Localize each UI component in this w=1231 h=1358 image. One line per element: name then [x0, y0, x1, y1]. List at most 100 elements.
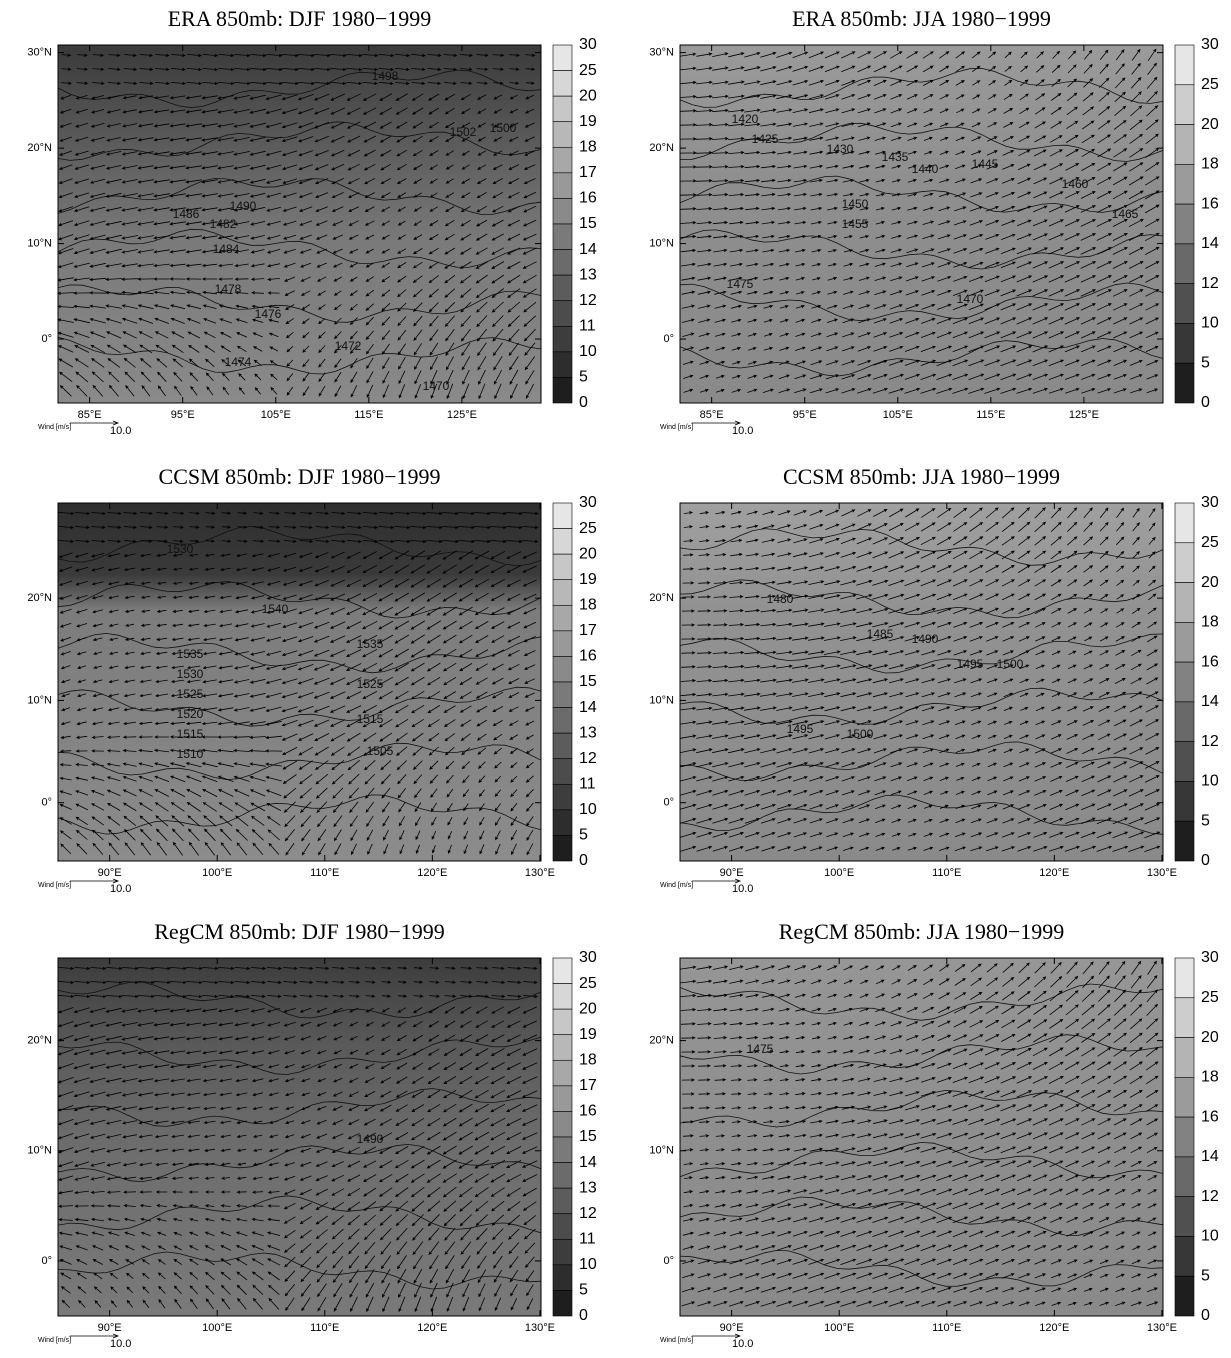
wind-arrow [509, 734, 519, 740]
wind-arrow [57, 1119, 74, 1126]
wind-arrow [414, 370, 422, 385]
wind-arrow [91, 371, 104, 383]
wind-arrow [219, 609, 232, 614]
wind-arrow [936, 579, 952, 587]
wind-arrow [857, 122, 871, 128]
wind-arrow [381, 248, 390, 254]
wind-arrow [522, 288, 537, 298]
wind-arrow [300, 1120, 311, 1125]
wind-arrow [156, 623, 167, 627]
wind-arrow [1112, 219, 1128, 227]
wind-arrow [365, 316, 374, 326]
wind-arrow [75, 829, 88, 840]
wind-arrow [969, 521, 984, 532]
wind-arrow [333, 1063, 343, 1069]
wind-arrow [1017, 1188, 1032, 1196]
wind-arrow [268, 1176, 280, 1181]
wind-arrow [298, 552, 313, 558]
wind-arrow [201, 235, 218, 240]
wind-arrow [378, 704, 393, 714]
wind-arrow [252, 1120, 263, 1125]
wind-arrow [809, 790, 824, 796]
wind-arrow [905, 1035, 919, 1041]
wind-arrow [93, 1286, 102, 1294]
wind-arrow [363, 121, 377, 129]
wind-arrow [330, 607, 346, 615]
wind-arrow [123, 815, 137, 827]
wind-arrow [138, 721, 153, 726]
wind-arrow [1000, 331, 1017, 339]
wind-arrow [381, 801, 390, 813]
wind-arrow [427, 1117, 441, 1127]
colorbar-label: 25 [1201, 534, 1219, 551]
wind-arrow [969, 206, 983, 212]
wind-arrow [827, 276, 838, 281]
wind-arrow [474, 1145, 490, 1155]
colorbar-label: 25 [579, 975, 597, 992]
wind-arrow [154, 81, 170, 85]
wind-arrow [986, 650, 999, 656]
wind-arrow [523, 636, 536, 643]
wind-arrow [365, 248, 374, 254]
x-tick-label: 125°E [1069, 409, 1099, 421]
wind-arrow [522, 274, 537, 284]
wind-arrow [121, 1008, 138, 1013]
wind-arrow [888, 1244, 905, 1252]
wind-arrow [492, 150, 503, 156]
wind-arrow [904, 1272, 921, 1279]
wind-arrow [429, 220, 439, 226]
wind-arrow [458, 1131, 473, 1141]
wind-arrow [333, 276, 342, 282]
wind-arrow [923, 122, 934, 128]
wind-arrow [398, 1282, 406, 1299]
wind-arrow [824, 537, 840, 544]
wind-arrow [185, 221, 202, 226]
contour-label: 1535 [177, 647, 204, 661]
wind-arrow [761, 846, 776, 852]
wind-arrow [316, 994, 329, 998]
wind-arrow [202, 1036, 218, 1041]
colorbar-label: 18 [1201, 156, 1219, 173]
wind-arrow [698, 553, 711, 557]
wind-arrow [1097, 1118, 1112, 1126]
wind-arrow [777, 524, 791, 530]
wind-arrow [872, 1286, 889, 1293]
wind-arrow [267, 994, 282, 998]
wind-arrow [169, 137, 186, 142]
wind-arrow [858, 1049, 871, 1054]
wind-arrow [493, 94, 503, 100]
wind-arrow [921, 1049, 936, 1055]
wind-arrow [728, 664, 745, 669]
wind-arrow [74, 966, 91, 971]
wind-arrow [158, 1285, 166, 1294]
wind-arrow [234, 966, 251, 971]
wind-arrow [826, 332, 839, 338]
wind-arrow [808, 1272, 825, 1279]
wind-arrow [1049, 191, 1064, 199]
colorbar-label: 30 [1201, 949, 1219, 966]
wind-arrow [362, 579, 378, 588]
wind-arrow [267, 980, 282, 984]
wind-arrow [189, 539, 200, 543]
wind-arrow [698, 1106, 711, 1110]
wind-arrow [428, 275, 439, 284]
wind-arrow [444, 1227, 456, 1241]
wind-arrow [154, 721, 169, 726]
wind-arrow [729, 1231, 743, 1237]
wind-arrow [968, 1216, 984, 1224]
wind-arrow [235, 815, 249, 827]
wind-arrow [122, 1162, 137, 1167]
wind-arrow [810, 1119, 823, 1124]
wind-arrow [1113, 1075, 1128, 1085]
wind-arrow [827, 1007, 837, 1012]
wind-arrow [265, 178, 282, 184]
wind-arrow [330, 149, 345, 157]
wind-arrow [107, 553, 120, 558]
wind-arrow [186, 665, 201, 670]
wind-arrow [763, 290, 774, 295]
wind-arrow [317, 1078, 327, 1083]
wind-arrow [794, 388, 807, 394]
wind-arrow [378, 634, 394, 644]
wind-arrow [859, 235, 870, 239]
wind-arrow [874, 1049, 887, 1054]
